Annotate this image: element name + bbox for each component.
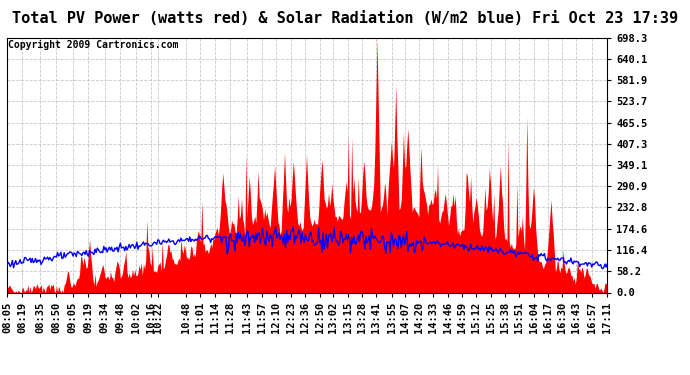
Text: Total PV Power (watts red) & Solar Radiation (W/m2 blue) Fri Oct 23 17:39: Total PV Power (watts red) & Solar Radia… xyxy=(12,11,678,26)
Text: Copyright 2009 Cartronics.com: Copyright 2009 Cartronics.com xyxy=(8,40,179,50)
